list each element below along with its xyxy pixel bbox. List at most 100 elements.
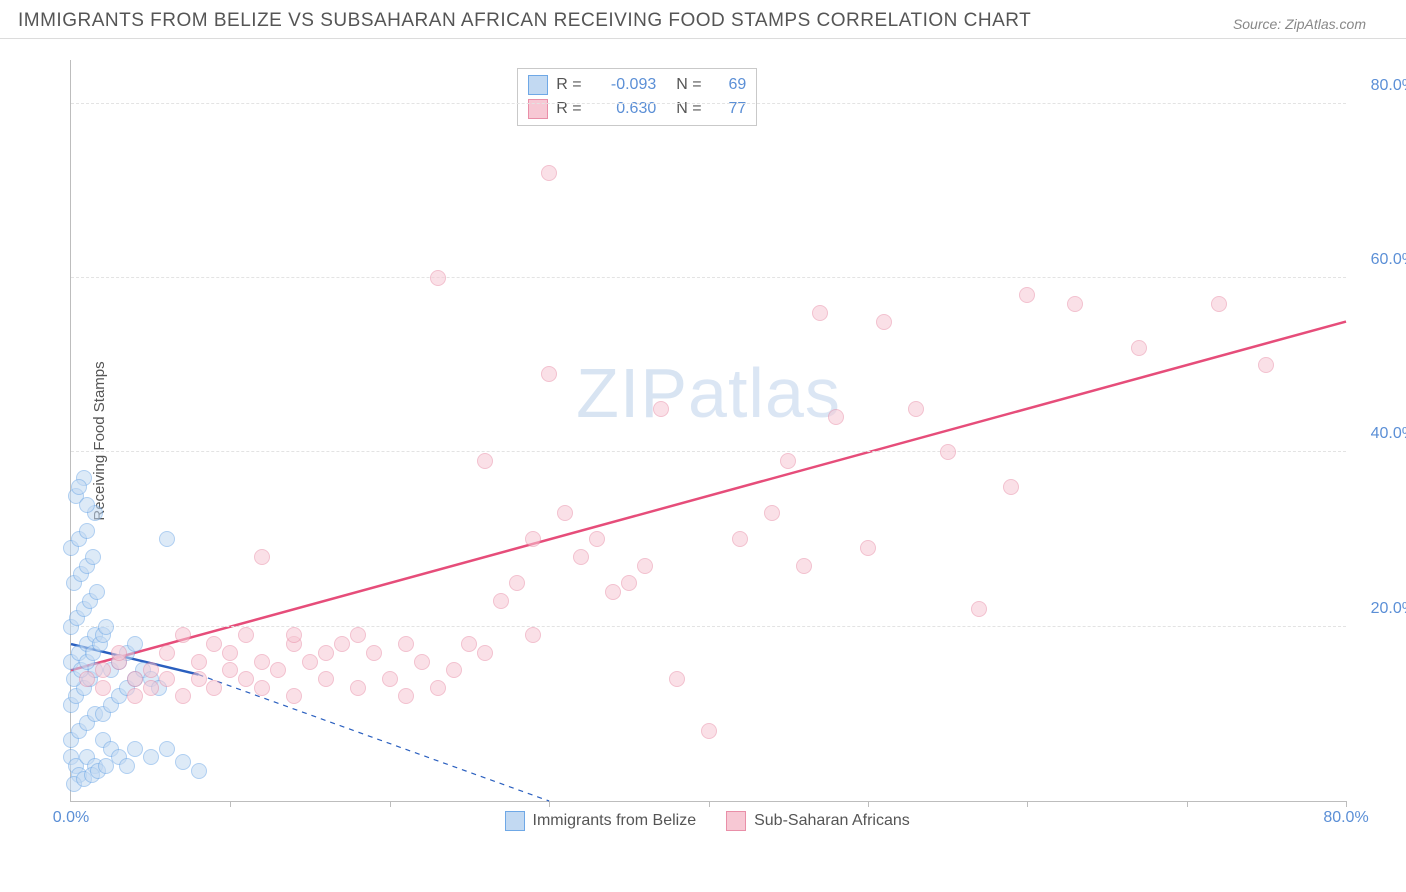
data-point	[382, 671, 398, 687]
x-end-label: 80.0%	[1323, 809, 1368, 827]
data-point	[398, 688, 414, 704]
data-point	[573, 549, 589, 565]
legend-swatch	[505, 811, 525, 831]
legend-stat-label: R =	[556, 97, 588, 121]
x-tick-mark	[1346, 801, 1347, 807]
data-point	[764, 505, 780, 521]
data-point	[143, 662, 159, 678]
legend-stat-row: R =-0.093N =69	[528, 73, 746, 97]
data-point	[206, 636, 222, 652]
data-point	[143, 749, 159, 765]
data-point	[159, 671, 175, 687]
data-point	[414, 654, 430, 670]
data-point	[477, 453, 493, 469]
data-point	[79, 497, 95, 513]
data-point	[98, 619, 114, 635]
data-point	[366, 645, 382, 661]
gridline	[71, 626, 1346, 627]
x-tick-mark	[868, 801, 869, 807]
trend-line	[71, 322, 1346, 671]
data-point	[175, 754, 191, 770]
trend-line	[199, 675, 550, 801]
data-point	[525, 627, 541, 643]
data-point	[477, 645, 493, 661]
legend-r-value: -0.093	[596, 73, 656, 97]
legend-swatch	[726, 811, 746, 831]
data-point	[509, 575, 525, 591]
data-point	[111, 645, 127, 661]
data-point	[621, 575, 637, 591]
legend-item: Sub-Saharan Africans	[726, 811, 910, 831]
data-point	[270, 662, 286, 678]
data-point	[334, 636, 350, 652]
data-point	[493, 593, 509, 609]
data-point	[669, 671, 685, 687]
data-point	[191, 654, 207, 670]
data-point	[876, 314, 892, 330]
data-point	[318, 645, 334, 661]
data-point	[525, 531, 541, 547]
legend-n-value: 77	[716, 97, 746, 121]
x-tick-mark	[390, 801, 391, 807]
data-point	[557, 505, 573, 521]
data-point	[318, 671, 334, 687]
data-point	[222, 662, 238, 678]
data-point	[796, 558, 812, 574]
data-point	[812, 305, 828, 321]
data-point	[860, 540, 876, 556]
data-point	[159, 645, 175, 661]
legend-n-value: 69	[716, 73, 746, 97]
data-point	[191, 671, 207, 687]
data-point	[175, 627, 191, 643]
chart-source: Source: ZipAtlas.com	[1233, 16, 1366, 32]
data-point	[541, 165, 557, 181]
data-point	[653, 401, 669, 417]
data-point	[254, 549, 270, 565]
data-point	[254, 654, 270, 670]
data-point	[350, 627, 366, 643]
chart-header: IMMIGRANTS FROM BELIZE VS SUBSAHARAN AFR…	[0, 0, 1406, 39]
data-point	[238, 671, 254, 687]
data-point	[701, 723, 717, 739]
data-point	[127, 741, 143, 757]
x-tick-mark	[549, 801, 550, 807]
data-point	[286, 627, 302, 643]
legend-stat-row: R =0.630N =77	[528, 97, 746, 121]
data-point	[1211, 296, 1227, 312]
y-tick-label: 40.0%	[1356, 425, 1406, 443]
data-point	[95, 662, 111, 678]
legend-label: Immigrants from Belize	[533, 812, 697, 830]
gridline	[71, 451, 1346, 452]
data-point	[98, 758, 114, 774]
legend-series: Immigrants from Belize Sub-Saharan Africa…	[505, 811, 910, 831]
data-point	[1067, 296, 1083, 312]
data-point	[79, 671, 95, 687]
chart-title: IMMIGRANTS FROM BELIZE VS SUBSAHARAN AFR…	[18, 10, 1031, 32]
data-point	[175, 688, 191, 704]
data-point	[350, 680, 366, 696]
data-point	[127, 671, 143, 687]
x-tick-mark	[1027, 801, 1028, 807]
data-point	[398, 636, 414, 652]
data-point	[637, 558, 653, 574]
legend-item: Immigrants from Belize	[505, 811, 697, 831]
data-point	[461, 636, 477, 652]
data-point	[119, 758, 135, 774]
data-point	[85, 549, 101, 565]
data-point	[780, 453, 796, 469]
data-point	[971, 601, 987, 617]
data-point	[127, 636, 143, 652]
data-point	[79, 523, 95, 539]
legend-stat-label: R =	[556, 73, 588, 97]
data-point	[159, 531, 175, 547]
data-point	[1003, 479, 1019, 495]
data-point	[127, 688, 143, 704]
y-tick-label: 80.0%	[1356, 77, 1406, 95]
data-point	[1131, 340, 1147, 356]
data-point	[143, 680, 159, 696]
data-point	[1019, 287, 1035, 303]
data-point	[254, 680, 270, 696]
gridline	[71, 103, 1346, 104]
chart-area: Receiving Food Stamps ZIPatlas R =-0.093…	[50, 50, 1386, 832]
legend-r-value: 0.630	[596, 97, 656, 121]
